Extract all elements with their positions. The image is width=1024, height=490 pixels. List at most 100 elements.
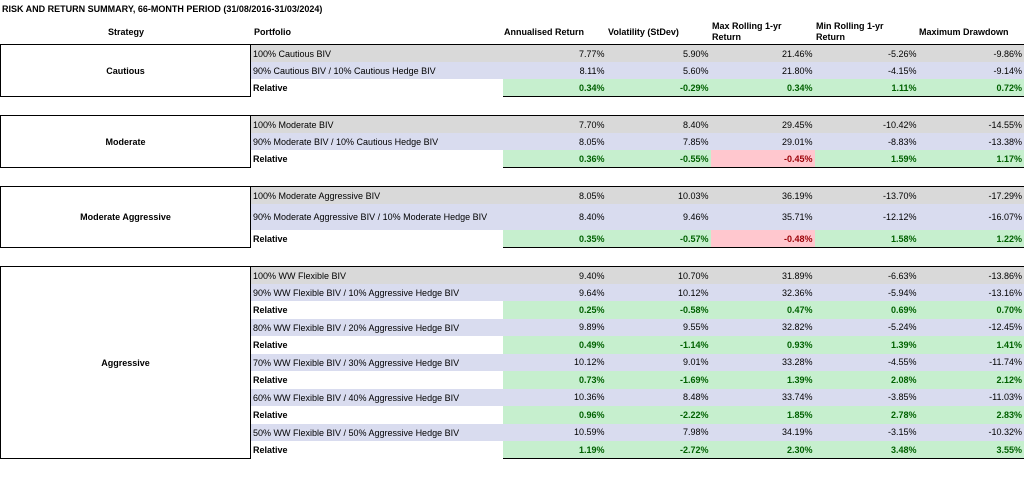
- min-rolling-return-cell: 1.39%: [814, 336, 919, 354]
- header-portfolio: Portfolio: [254, 27, 291, 37]
- min-rolling-return-cell: -6.63%: [814, 266, 919, 284]
- portfolio-row: Aggressive 100% WW Flexible BIV 9.40% 10.70…: [0, 266, 1024, 459]
- portfolio-row: Moderate Aggressive 100% Moderate Aggress…: [0, 186, 1024, 248]
- relative-label: Relative: [250, 301, 503, 319]
- max-rolling-return-cell: 21.46%: [710, 44, 815, 62]
- max-rolling-return-cell: 36.19%: [710, 186, 815, 204]
- max-rolling-return-cell: 33.74%: [710, 388, 815, 406]
- volatility-cell: 9.55%: [606, 318, 711, 336]
- volatility-cell: -0.58%: [606, 301, 711, 319]
- annualised-return-cell: 9.40%: [502, 266, 607, 284]
- volatility-cell: 10.12%: [606, 284, 711, 301]
- min-rolling-return-cell: 0.69%: [814, 301, 919, 319]
- max-rolling-return-cell: 34.19%: [710, 423, 815, 441]
- annualised-return-cell: 0.25%: [502, 301, 607, 319]
- portfolio-row: 90% Moderate Aggressive BIV / 10% Modera…: [1, 204, 1024, 230]
- relative-row: Relative 0.35% -0.57% -0.48% 1.58% 1.22%: [1, 230, 1024, 248]
- volatility-cell: -0.57%: [606, 230, 711, 248]
- portfolio-name: 90% Cautious BIV / 10% Cautious Hedge BI…: [250, 62, 503, 79]
- min-rolling-return-cell: -3.85%: [814, 388, 919, 406]
- annualised-return-cell: 10.36%: [502, 388, 607, 406]
- portfolio-row: 90% WW Flexible BIV / 10% Aggressive Hed…: [1, 284, 1024, 301]
- section-gap: [0, 248, 1024, 266]
- header-max-drawdown: Maximum Drawdown: [919, 27, 1009, 37]
- max-rolling-return-cell: 33.28%: [710, 353, 815, 371]
- max-drawdown-cell: 1.41%: [918, 336, 1024, 354]
- portfolio-row: 80% WW Flexible BIV / 20% Aggressive Hed…: [1, 318, 1024, 336]
- strategy-section: Moderate Aggressive 100% Moderate Aggress…: [0, 186, 1024, 248]
- max-drawdown-cell: -12.45%: [918, 318, 1024, 336]
- annualised-return-cell: 8.05%: [502, 133, 607, 150]
- strategy-section: Aggressive 100% WW Flexible BIV 9.40% 10.70…: [0, 266, 1024, 459]
- relative-label: Relative: [250, 79, 503, 97]
- header-volatility: Volatility (StDev): [608, 27, 679, 37]
- max-drawdown-cell: -9.86%: [918, 44, 1024, 62]
- min-rolling-return-cell: -4.55%: [814, 353, 919, 371]
- min-rolling-return-cell: 1.58%: [814, 230, 919, 248]
- portfolio-row: 60% WW Flexible BIV / 40% Aggressive Hed…: [1, 388, 1024, 406]
- max-drawdown-cell: -10.32%: [918, 423, 1024, 441]
- header-max-rolling-line2: Return: [712, 32, 741, 42]
- strategy-label: Moderate: [0, 115, 251, 168]
- max-drawdown-cell: -17.29%: [918, 186, 1024, 204]
- max-rolling-return-cell: 21.80%: [710, 62, 815, 79]
- portfolio-name: 90% Moderate Aggressive BIV / 10% Modera…: [250, 204, 503, 230]
- portfolio-name: 100% Moderate BIV: [250, 115, 503, 133]
- relative-label: Relative: [250, 336, 503, 354]
- max-drawdown-cell: 2.83%: [918, 406, 1024, 424]
- max-rolling-return-cell: 0.47%: [710, 301, 815, 319]
- max-rolling-return-cell: 32.36%: [710, 284, 815, 301]
- max-drawdown-cell: -14.55%: [918, 115, 1024, 133]
- max-drawdown-cell: -13.38%: [918, 133, 1024, 150]
- strategy-section: Moderate 100% Moderate BIV 7.70% 8.40% 29.45…: [0, 115, 1024, 168]
- annualised-return-cell: 8.11%: [502, 62, 607, 79]
- max-rolling-return-cell: 1.39%: [710, 371, 815, 389]
- relative-label: Relative: [250, 441, 503, 459]
- min-rolling-return-cell: 1.11%: [814, 79, 919, 97]
- max-rolling-return-cell: 0.34%: [710, 79, 815, 97]
- annualised-return-cell: 10.12%: [502, 353, 607, 371]
- volatility-cell: -0.55%: [606, 150, 711, 168]
- annualised-return-cell: 8.40%: [502, 204, 607, 230]
- max-drawdown-cell: 0.72%: [918, 79, 1024, 97]
- volatility-cell: 8.48%: [606, 388, 711, 406]
- relative-label: Relative: [250, 150, 503, 168]
- portfolio-row: 70% WW Flexible BIV / 30% Aggressive Hed…: [1, 353, 1024, 371]
- annualised-return-cell: 0.34%: [502, 79, 607, 97]
- min-rolling-return-cell: -5.94%: [814, 284, 919, 301]
- annualised-return-cell: 7.70%: [502, 115, 607, 133]
- min-rolling-return-cell: -8.83%: [814, 133, 919, 150]
- header-min-rolling: Min Rolling 1-yr Return: [816, 21, 884, 47]
- relative-row: Relative 0.34% -0.29% 0.34% 1.11% 0.72%: [1, 79, 1024, 97]
- header-max-rolling-line1: Max Rolling 1-yr: [712, 21, 782, 31]
- min-rolling-return-cell: -3.15%: [814, 423, 919, 441]
- header-annualised-return: Annualised Return: [504, 27, 585, 37]
- max-rolling-return-cell: 31.89%: [710, 266, 815, 284]
- volatility-cell: -2.72%: [606, 441, 711, 459]
- volatility-cell: 9.46%: [606, 204, 711, 230]
- max-drawdown-cell: -13.86%: [918, 266, 1024, 284]
- volatility-cell: 10.70%: [606, 266, 711, 284]
- max-rolling-return-cell: 1.85%: [710, 406, 815, 424]
- volatility-cell: -1.14%: [606, 336, 711, 354]
- min-rolling-return-cell: -10.42%: [814, 115, 919, 133]
- annualised-return-cell: 0.96%: [502, 406, 607, 424]
- volatility-cell: 10.03%: [606, 186, 711, 204]
- header-min-rolling-line1: Min Rolling 1-yr: [816, 21, 884, 31]
- max-rolling-return-cell: 2.30%: [710, 441, 815, 459]
- max-drawdown-cell: -11.74%: [918, 353, 1024, 371]
- min-rolling-return-cell: 3.48%: [814, 441, 919, 459]
- annualised-return-cell: 0.36%: [502, 150, 607, 168]
- annualised-return-cell: 7.77%: [502, 44, 607, 62]
- max-rolling-return-cell: -0.45%: [710, 150, 815, 168]
- portfolio-name: 100% Cautious BIV: [250, 44, 503, 62]
- portfolio-name: 90% Moderate BIV / 10% Cautious Hedge BI…: [250, 133, 503, 150]
- volatility-cell: 8.40%: [606, 115, 711, 133]
- portfolio-name: 100% WW Flexible BIV: [250, 266, 503, 284]
- header-min-rolling-line2: Return: [816, 32, 845, 42]
- max-drawdown-cell: -11.03%: [918, 388, 1024, 406]
- portfolio-name: 90% WW Flexible BIV / 10% Aggressive Hed…: [250, 284, 503, 301]
- relative-label: Relative: [250, 406, 503, 424]
- min-rolling-return-cell: 2.78%: [814, 406, 919, 424]
- volatility-cell: 5.60%: [606, 62, 711, 79]
